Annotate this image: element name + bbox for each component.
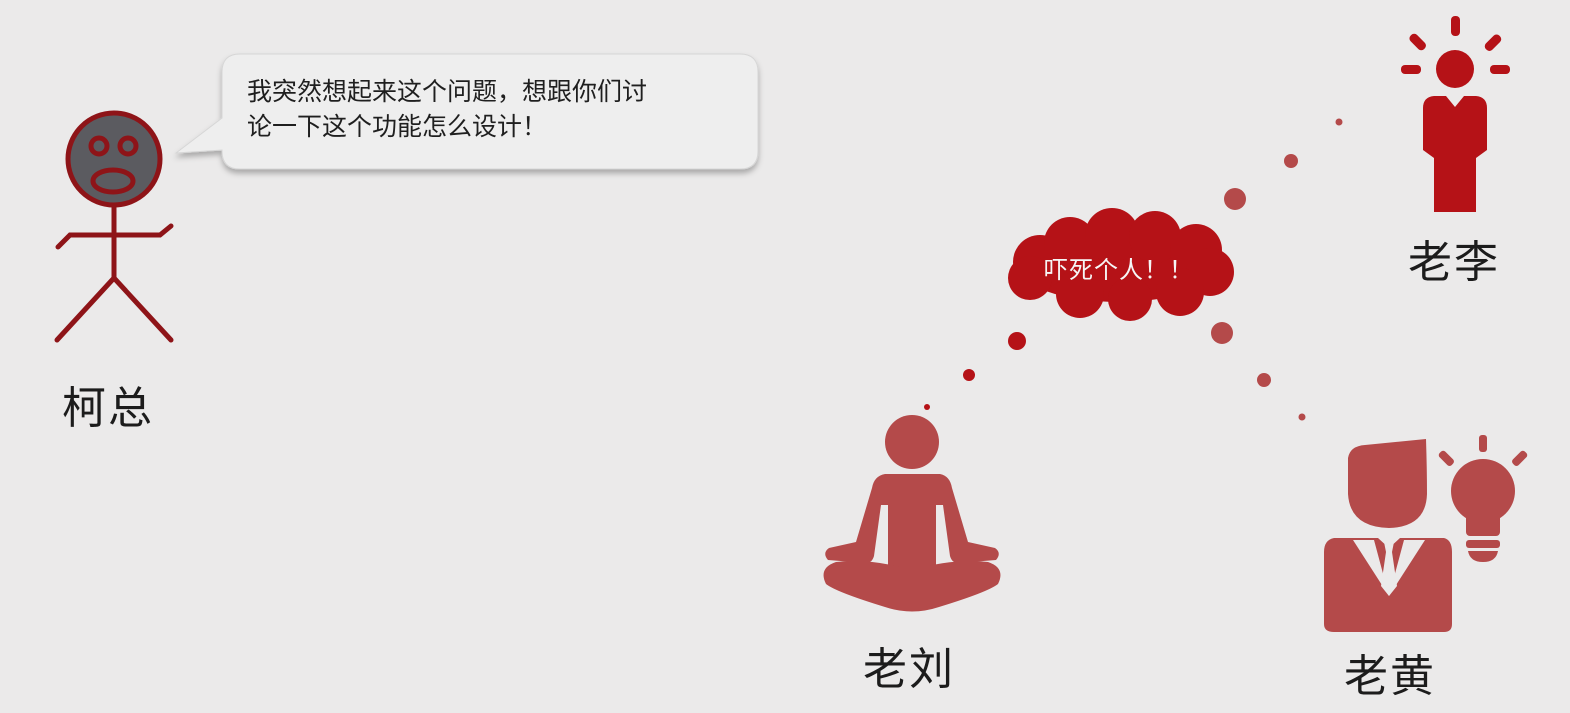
thought-dots-top bbox=[1224, 118, 1343, 210]
thought-dots-left bbox=[924, 332, 1026, 410]
left-eye bbox=[88, 135, 110, 157]
person-idea-icon bbox=[1401, 16, 1510, 212]
name-label-li: 老李 bbox=[1408, 237, 1500, 288]
name-label-liu: 老刘 bbox=[863, 644, 955, 695]
name-label-huang: 老黄 bbox=[1344, 651, 1436, 702]
thought-dots-right bbox=[1211, 322, 1306, 421]
mouth bbox=[90, 167, 136, 195]
thought-cloud bbox=[1008, 208, 1234, 321]
speech-line-1: 我突然想起来这个问题，想跟你们讨 bbox=[247, 77, 648, 106]
businessman-lightbulb-icon bbox=[1324, 435, 1528, 632]
name-label-ke: 柯总 bbox=[62, 383, 154, 434]
speech-bubble bbox=[174, 53, 759, 170]
right-eye bbox=[117, 135, 139, 157]
stick-figure-icon bbox=[54, 110, 174, 343]
speech-bubble-text: 我突然想起来这个问题，想跟你们讨 论一下这个功能怎么设计！ bbox=[247, 74, 727, 144]
thought-cloud-text: 吓死个人！！ bbox=[1044, 256, 1194, 284]
speech-line-2: 论一下这个功能怎么设计！ bbox=[247, 112, 548, 141]
meditating-person-icon bbox=[823, 415, 1001, 612]
